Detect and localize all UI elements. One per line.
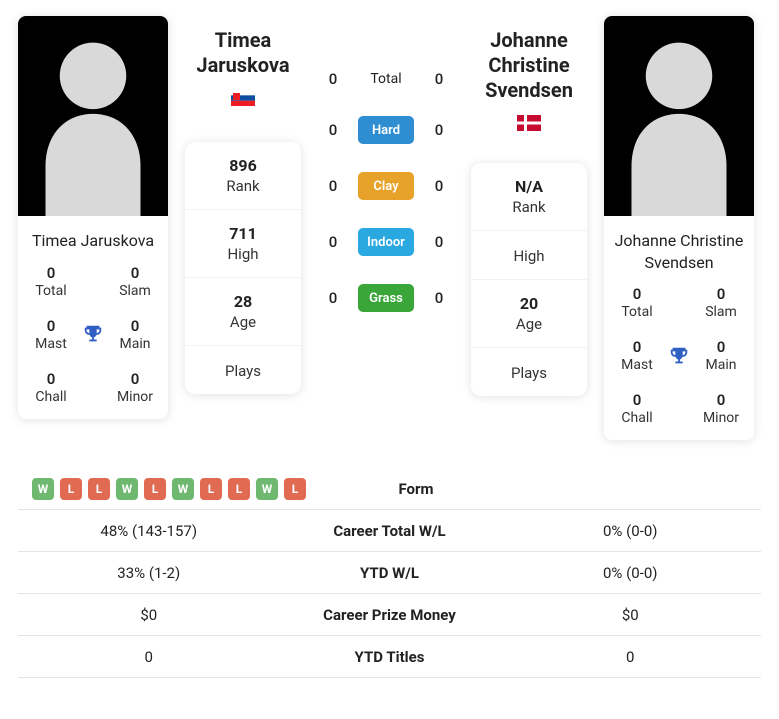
player2-name-block: Johanne Christine Svendsen bbox=[466, 28, 592, 131]
player1-name-block: Timea Jaruskova bbox=[180, 28, 306, 106]
table-row: 0YTD Titles0 bbox=[18, 636, 761, 678]
h2h-row: 0Total0 bbox=[318, 70, 454, 88]
form-pill: L bbox=[228, 478, 250, 500]
player1-avatar bbox=[18, 16, 168, 216]
form-pill: W bbox=[172, 478, 194, 500]
player2-name: Johanne Christine Svendsen bbox=[604, 216, 754, 277]
comparison-table: WLLWLWLLWL Form 48% (143-157)Career Tota… bbox=[18, 468, 761, 678]
player1-card: Timea Jaruskova 0Total 0Slam 0Mast 0Main… bbox=[18, 16, 168, 419]
table-row: 33% (1-2)YTD W/L0% (0-0) bbox=[18, 552, 761, 594]
table-row: $0Career Prize Money$0 bbox=[18, 594, 761, 636]
player2-avatar bbox=[604, 16, 754, 216]
player1-meta: 896Rank 711High 28Age Plays bbox=[185, 142, 301, 394]
table-row: 48% (143-157)Career Total W/L0% (0-0) bbox=[18, 510, 761, 552]
form-pill: W bbox=[116, 478, 138, 500]
form-label: Form bbox=[306, 480, 526, 498]
h2h-row: 0Clay0 bbox=[318, 172, 454, 200]
form-pill: L bbox=[284, 478, 306, 500]
form-pill: L bbox=[200, 478, 222, 500]
h2h-row: 0Hard0 bbox=[318, 116, 454, 144]
form-pill: L bbox=[144, 478, 166, 500]
flag-icon bbox=[466, 115, 592, 131]
form-pill: L bbox=[60, 478, 82, 500]
h2h-column: 0Total0 0Hard0 0Clay0 0Indoor0 0Grass0 bbox=[318, 70, 454, 312]
flag-icon bbox=[180, 90, 306, 106]
form-pill: W bbox=[256, 478, 278, 500]
h2h-row: 0Grass0 bbox=[318, 284, 454, 312]
form-pill: W bbox=[32, 478, 54, 500]
player2-stats: 0Total 0Slam 0Mast 0Main 0Chall 0Minor bbox=[604, 277, 754, 440]
player2-card: Johanne Christine Svendsen 0Total 0Slam … bbox=[604, 16, 754, 440]
form-pills: WLLWLWLLWL bbox=[18, 478, 306, 500]
form-pill: L bbox=[88, 478, 110, 500]
player1-stats: 0Total 0Slam 0Mast 0Main 0Chall 0Minor bbox=[18, 256, 168, 419]
h2h-row: 0Indoor0 bbox=[318, 228, 454, 256]
trophy-icon bbox=[664, 345, 694, 367]
player1-name: Timea Jaruskova bbox=[18, 216, 168, 256]
trophy-icon bbox=[78, 323, 108, 345]
player2-meta: N/ARank High 20Age Plays bbox=[471, 163, 587, 396]
